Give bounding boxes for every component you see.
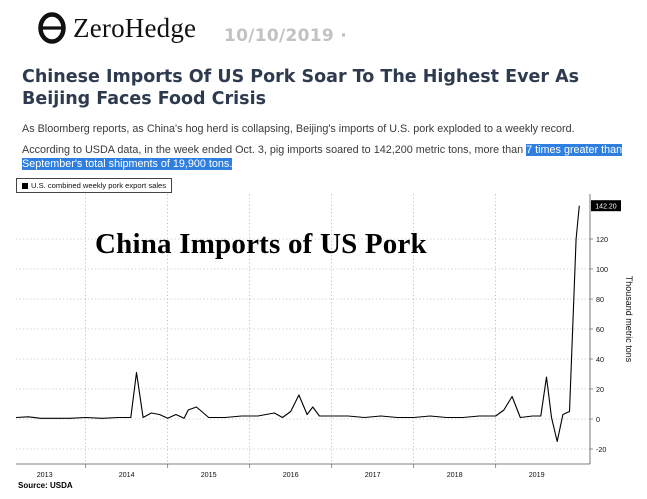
series-line xyxy=(15,205,580,443)
article-paragraph-2: According to USDA data, in the week ende… xyxy=(22,143,642,171)
article-date: 10/10/2019 · xyxy=(224,26,348,46)
y-axis-title: Thousand metric tons xyxy=(624,276,634,363)
x-tick-label: 2014 xyxy=(119,470,135,479)
y-tick-label: 100 xyxy=(596,265,608,274)
zerohedge-logo-icon[interactable] xyxy=(38,12,66,44)
last-value-box xyxy=(591,200,621,212)
x-tick-label: 2017 xyxy=(365,470,381,479)
y-tick-label: 20 xyxy=(596,385,604,394)
chart-title: China Imports of US Pork xyxy=(95,228,427,260)
x-tick-label: 2019 xyxy=(529,470,545,479)
x-tick-label: 2016 xyxy=(283,470,299,479)
y-tick-label: 120 xyxy=(596,235,608,244)
paragraph-2-lead: According to USDA data, in the week ende… xyxy=(22,144,527,156)
x-tick-label: 2018 xyxy=(447,470,463,479)
y-tick-label: 0 xyxy=(596,415,600,424)
chart-canvas: -20 0 20 40 60 80 100 120 2013 2014 2015 2016 2017 20… xyxy=(15,194,634,479)
chart-legend: U.S. combined weekly pork export sales xyxy=(16,178,173,193)
article-paragraph-1: As Bloomberg reports, as China's hog her… xyxy=(22,123,575,135)
y-tick-label: 80 xyxy=(596,295,604,304)
article-headline: Chinese Imports Of US Pork Soar To The H… xyxy=(22,67,580,109)
legend-entry: U.S. combined weekly pork export sales xyxy=(31,181,167,190)
site-logo-text[interactable]: ZeroHedge xyxy=(73,12,197,43)
pork-exports-chart: -20 0 20 40 60 80 100 120 2013 2014 2015 2016 2017 20… xyxy=(0,174,647,499)
y-tick-label: 60 xyxy=(596,325,604,334)
y-tick-label: 40 xyxy=(596,355,604,364)
x-tick-label: 2015 xyxy=(201,470,217,479)
site-header: ZeroHedge xyxy=(38,8,196,48)
legend-swatch xyxy=(22,182,28,189)
last-value-label: 142.20 xyxy=(595,204,617,211)
y-tick-label: -20 xyxy=(596,445,606,454)
chart-source: Source: USDA xyxy=(18,481,73,490)
x-tick-label: 2013 xyxy=(37,470,53,479)
